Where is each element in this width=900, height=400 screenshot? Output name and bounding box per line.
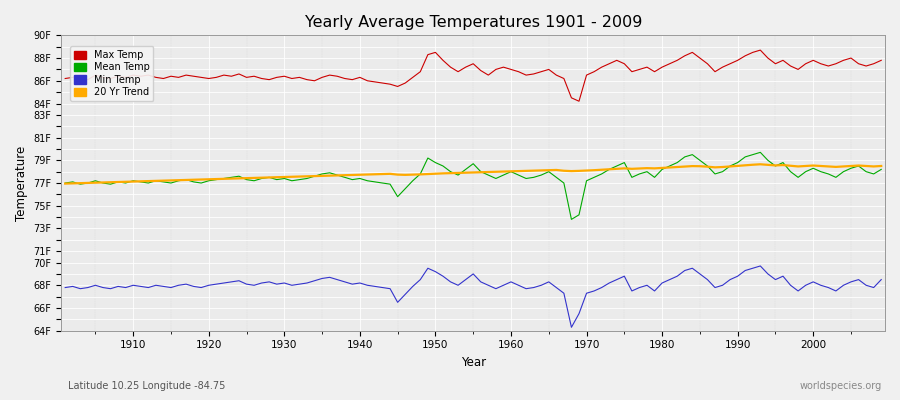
Y-axis label: Temperature: Temperature <box>15 146 28 221</box>
Text: Latitude 10.25 Longitude -84.75: Latitude 10.25 Longitude -84.75 <box>68 381 225 391</box>
X-axis label: Year: Year <box>461 356 486 369</box>
Legend: Max Temp, Mean Temp, Min Temp, 20 Yr Trend: Max Temp, Mean Temp, Min Temp, 20 Yr Tre… <box>70 46 154 101</box>
Text: worldspecies.org: worldspecies.org <box>800 381 882 391</box>
Title: Yearly Average Temperatures 1901 - 2009: Yearly Average Temperatures 1901 - 2009 <box>304 15 642 30</box>
